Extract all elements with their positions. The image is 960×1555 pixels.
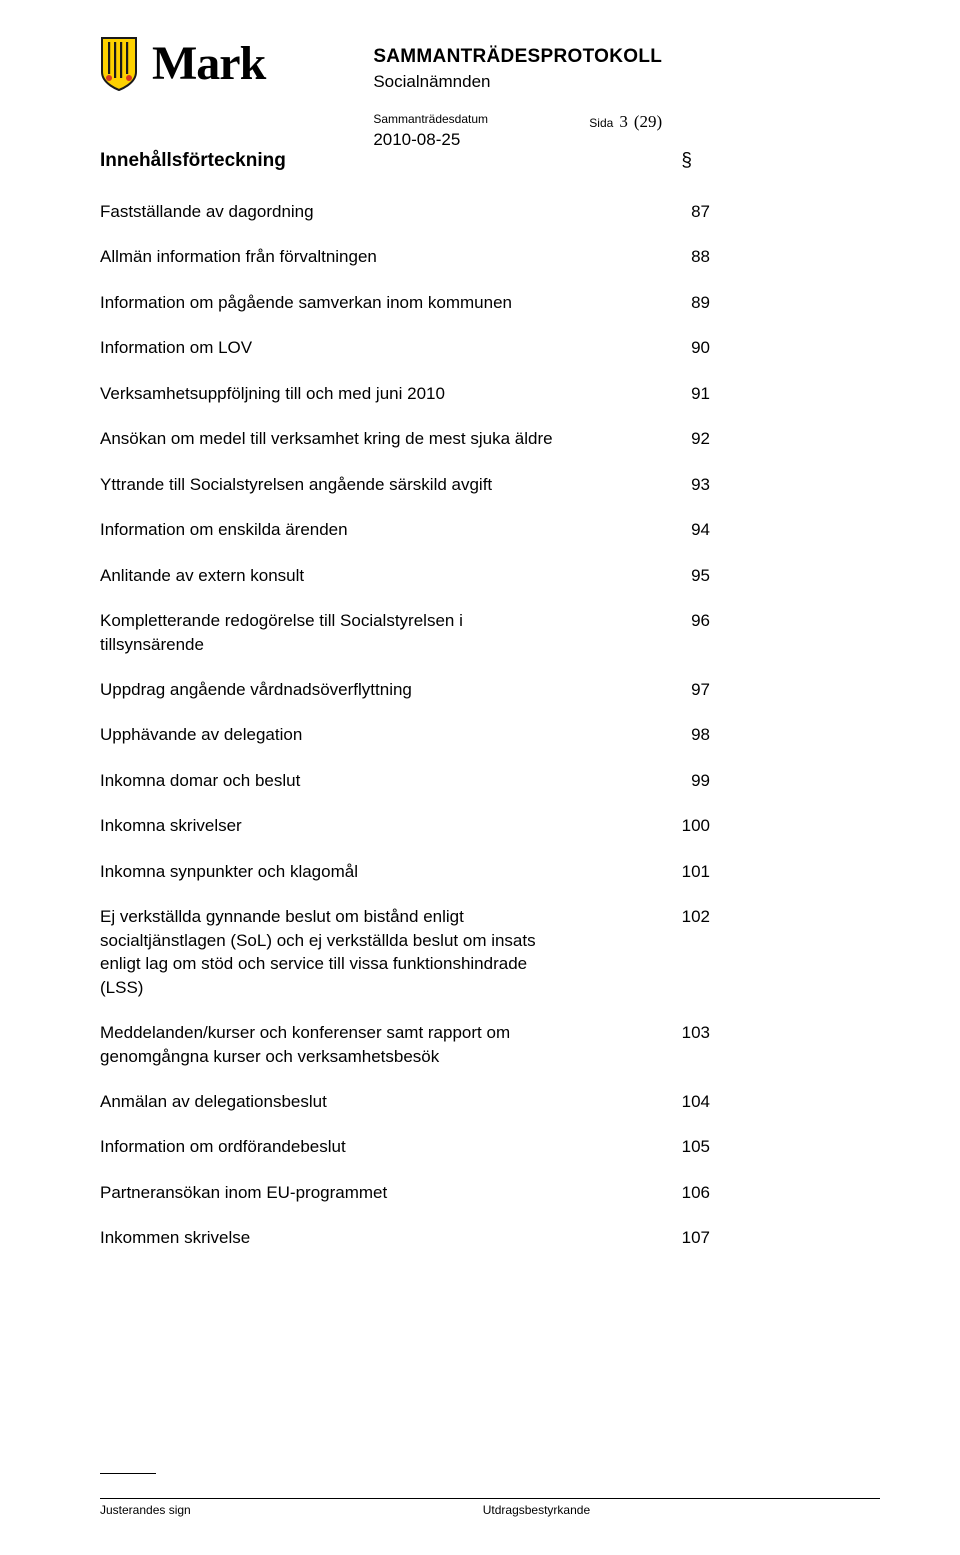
toc-item-number: 87 [691,200,710,223]
section-mark: § [681,150,692,172]
footer-full-rule [100,1498,880,1499]
side-label: Sida [589,116,613,130]
toc-item-number: 89 [691,291,710,314]
header-row: Mark SAMMANTRÄDESPROTOKOLL Socialnämnden… [100,40,880,150]
toc-item: Information om pågående samverkan inom k… [100,291,880,314]
toc-item-number: 90 [691,336,710,359]
toc-item-label: Inkomna skrivelser [100,814,242,837]
page-current: 3 [619,112,628,132]
toc-item: Information om LOV 90 [100,336,880,359]
toc-item-number: 91 [691,382,710,405]
toc-item-label: Inkommen skrivelse [100,1226,250,1249]
toc-item: Allmän information från förvaltningen 88 [100,245,880,268]
toc-item-label: Ansökan om medel till verksamhet kring d… [100,427,553,450]
toc-item-label: Information om ordförandebeslut [100,1135,346,1158]
toc-item-number: 95 [691,564,710,587]
toc-item-number: 107 [682,1226,710,1249]
toc-item-number: 88 [691,245,710,268]
toc-item-number: 93 [691,473,710,496]
protocol-subtitle: Socialnämnden [373,72,662,92]
toc-item-number: 106 [682,1181,710,1204]
protocol-block: SAMMANTRÄDESPROTOKOLL Socialnämnden Samm… [373,46,662,150]
toc-item-label: Uppdrag angående vårdnadsöverflyttning [100,678,412,701]
protocol-title: SAMMANTRÄDESPROTOKOLL [373,46,662,68]
toc-item: Inkomna skrivelser 100 [100,814,880,837]
toc-item: Upphävande av delegation 98 [100,723,880,746]
toc-item-number: 102 [682,905,710,928]
toc-item: Uppdrag angående vårdnadsöverflyttning 97 [100,678,880,701]
toc-item-number: 105 [682,1135,710,1158]
document-page: Mark SAMMANTRÄDESPROTOKOLL Socialnämnden… [0,0,960,1555]
toc-item-label: Inkomna domar och beslut [100,769,300,792]
toc-item-label: Anmälan av delegationsbeslut [100,1090,327,1113]
footer-right-label: Utdragsbestyrkande [483,1503,590,1517]
footer-labels: Justerandes sign Utdragsbestyrkande [100,1503,880,1517]
toc-item: Inkomna domar och beslut 99 [100,769,880,792]
toc-item-number: 100 [682,814,710,837]
toc-item-label: Yttrande till Socialstyrelsen angående s… [100,473,492,496]
logo-block: Mark [100,36,265,92]
toc-item-number: 101 [682,860,710,883]
toc-item-label: Inkomna synpunkter och klagomål [100,860,358,883]
page-indicator: Sida 3 (29) [589,112,662,150]
toc-item-number: 98 [691,723,710,746]
wordmark: Mark [152,40,265,88]
toc-item-number: 97 [691,678,710,701]
coat-of-arms-icon [100,36,138,92]
toc-item-label: Fastställande av dagordning [100,200,314,223]
toc-item-number: 103 [682,1021,710,1044]
meta-row: Sammanträdesdatum 2010-08-25 Sida 3 (29) [373,112,662,150]
footer-short-rule [100,1473,156,1474]
meeting-date-value: 2010-08-25 [373,130,488,150]
toc-item: Anmälan av delegationsbeslut 104 [100,1090,880,1113]
toc-item-number: 104 [682,1090,710,1113]
toc-item-label: Information om pågående samverkan inom k… [100,291,512,314]
page-total: (29) [634,112,662,132]
toc-item-number: 92 [691,427,710,450]
toc-item-label: Partneransökan inom EU-programmet [100,1181,387,1204]
toc-item: Verksamhetsuppföljning till och med juni… [100,382,880,405]
toc-item-number: 96 [691,609,710,632]
toc-item-label: Kompletterande redogörelse till Socialst… [100,609,570,656]
toc-item: Fastställande av dagordning 87 [100,200,880,223]
toc-item-label: Meddelanden/kurser och konferenser samt … [100,1021,570,1068]
footer: Justerandes sign Utdragsbestyrkande [100,1473,880,1517]
toc-item-label: Allmän information från förvaltningen [100,245,377,268]
toc-item: Meddelanden/kurser och konferenser samt … [100,1021,880,1068]
meeting-date-label: Sammanträdesdatum [373,112,488,126]
toc-item-label: Ej verkställda gynnande beslut om bistån… [100,905,570,999]
toc-item-number: 99 [691,769,710,792]
toc-item: Information om enskilda ärenden 94 [100,518,880,541]
toc-item: Inkomna synpunkter och klagomål 101 [100,860,880,883]
toc-item-number: 94 [691,518,710,541]
toc-heading-row: Innehållsförteckning § [100,150,880,172]
toc-item: Partneransökan inom EU-programmet 106 [100,1181,880,1204]
toc-item-label: Anlitande av extern konsult [100,564,304,587]
toc-item-label: Upphävande av delegation [100,723,302,746]
toc-item-label: Information om LOV [100,336,252,359]
toc-item: Ansökan om medel till verksamhet kring d… [100,427,880,450]
toc-heading: Innehållsförteckning [100,150,286,172]
toc-list: Fastställande av dagordning 87 Allmän info… [100,200,880,1250]
meta-date-block: Sammanträdesdatum 2010-08-25 [373,112,488,150]
toc-item-label: Information om enskilda ärenden [100,518,348,541]
toc-item: Yttrande till Socialstyrelsen angående s… [100,473,880,496]
toc-item: Anlitande av extern konsult 95 [100,564,880,587]
toc-item-label: Verksamhetsuppföljning till och med juni… [100,382,445,405]
toc-item: Kompletterande redogörelse till Socialst… [100,609,880,656]
toc-item: Inkommen skrivelse 107 [100,1226,880,1249]
footer-left-label: Justerandes sign [100,1503,191,1517]
toc-item: Ej verkställda gynnande beslut om bistån… [100,905,880,999]
toc-item: Information om ordförandebeslut 105 [100,1135,880,1158]
